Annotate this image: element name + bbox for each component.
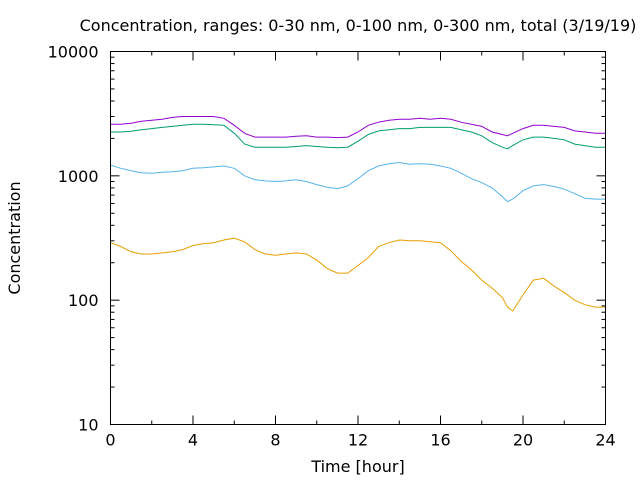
- x-tick-label: 8: [270, 431, 280, 450]
- x-axis-ticks: 0 4 8 12 16 20 24: [105, 51, 616, 450]
- x-axis-label: Time [hour]: [310, 457, 404, 476]
- x-tick-label: 12: [348, 431, 368, 450]
- y-tick-label: 100: [68, 291, 99, 310]
- x-tick-label: 16: [430, 431, 450, 450]
- y-axis-label: Concentration: [5, 181, 24, 294]
- series-line-4: [110, 237, 606, 312]
- series-line-2: [110, 123, 606, 150]
- x-tick-label: 24: [595, 431, 615, 450]
- y-tick-label: 10: [78, 416, 98, 435]
- x-tick-label: 4: [188, 431, 198, 450]
- series-line-3: [110, 161, 606, 203]
- plot-frame: [110, 51, 606, 425]
- x-tick-label: 0: [105, 431, 115, 450]
- y-tick-label: 10000: [48, 43, 99, 62]
- series-line-1: [110, 116, 606, 139]
- x-tick-label: 20: [513, 431, 533, 450]
- y-axis-ticks: 10 100 1000 10000: [48, 43, 606, 435]
- series-lines: [110, 116, 606, 312]
- y-tick-label: 1000: [58, 167, 99, 186]
- chart-title: Concentration, ranges: 0-30 nm, 0-100 nm…: [80, 16, 637, 35]
